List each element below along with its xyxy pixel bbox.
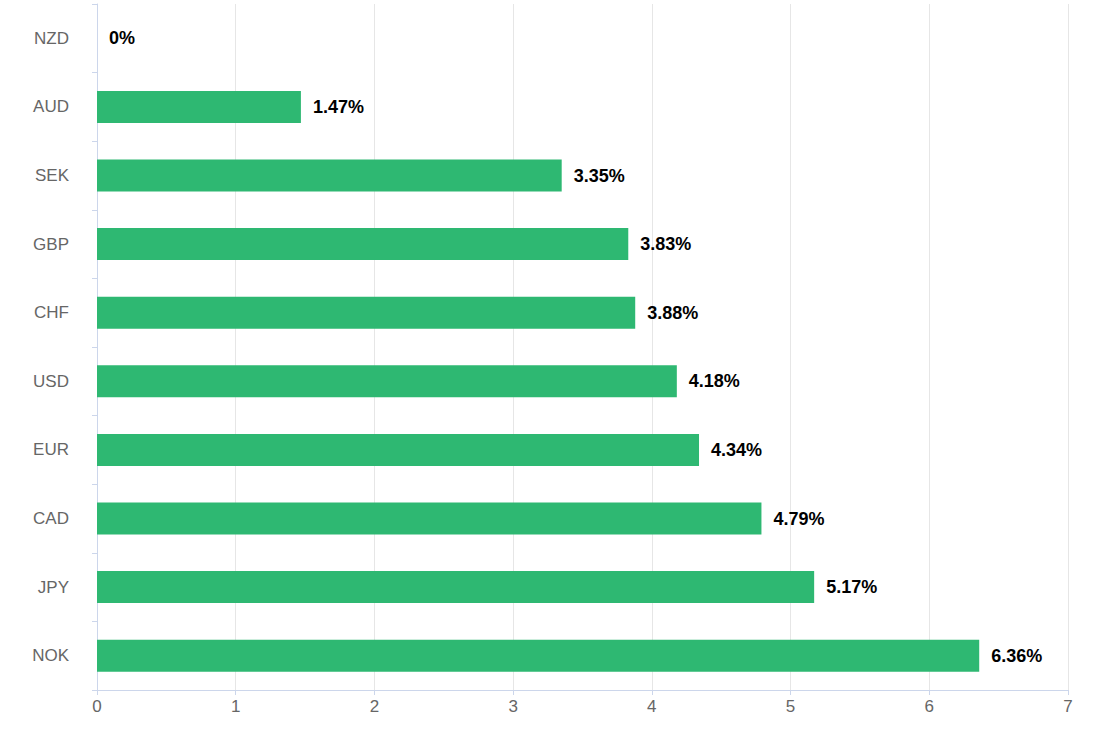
svg-text:4.79%: 4.79% — [773, 509, 824, 529]
svg-text:0%: 0% — [109, 28, 135, 48]
svg-text:NZD: NZD — [34, 29, 69, 48]
svg-text:EUR: EUR — [33, 440, 69, 459]
svg-text:4: 4 — [647, 697, 656, 716]
svg-text:1: 1 — [231, 697, 240, 716]
svg-text:0: 0 — [92, 697, 101, 716]
svg-text:NOK: NOK — [32, 646, 70, 665]
svg-text:4.34%: 4.34% — [711, 440, 762, 460]
svg-text:1.47%: 1.47% — [313, 97, 364, 117]
svg-text:6.36%: 6.36% — [991, 646, 1042, 666]
svg-text:7: 7 — [1063, 697, 1072, 716]
svg-text:5.17%: 5.17% — [826, 577, 877, 597]
svg-text:CHF: CHF — [34, 303, 69, 322]
svg-text:3.35%: 3.35% — [574, 166, 625, 186]
svg-text:2: 2 — [370, 697, 379, 716]
svg-text:JPY: JPY — [38, 578, 69, 597]
svg-text:3.88%: 3.88% — [647, 303, 698, 323]
svg-text:3.83%: 3.83% — [640, 234, 691, 254]
svg-text:3: 3 — [508, 697, 517, 716]
svg-text:4.18%: 4.18% — [689, 371, 740, 391]
svg-text:6: 6 — [925, 697, 934, 716]
svg-text:USD: USD — [33, 372, 69, 391]
svg-text:CAD: CAD — [33, 509, 69, 528]
svg-text:SEK: SEK — [35, 166, 70, 185]
svg-text:5: 5 — [786, 697, 795, 716]
svg-text:GBP: GBP — [33, 235, 69, 254]
svg-text:AUD: AUD — [33, 97, 69, 116]
